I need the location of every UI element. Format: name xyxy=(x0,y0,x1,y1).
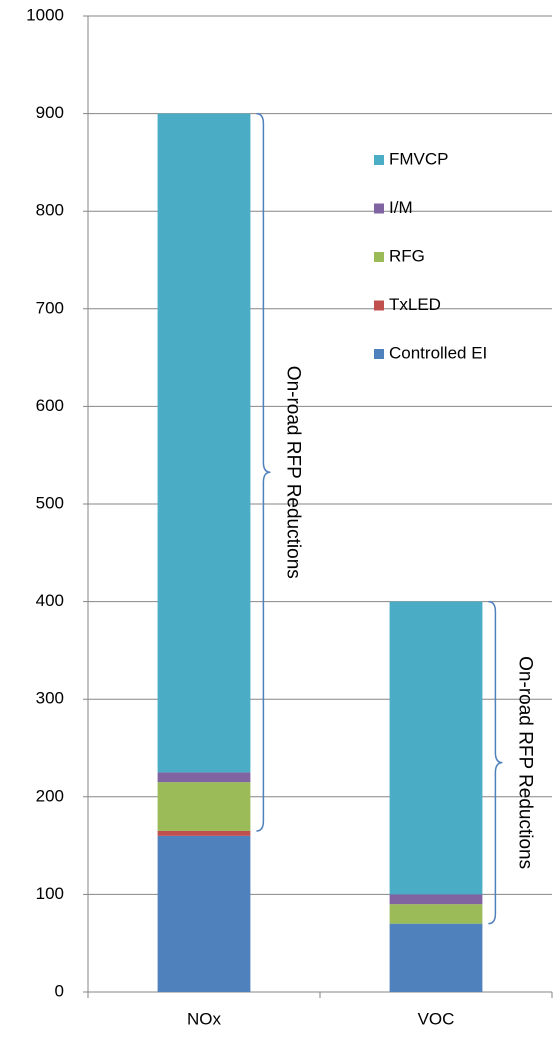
bar-segment xyxy=(157,782,251,831)
y-tick-label: 0 xyxy=(55,981,64,1000)
legend-swatch xyxy=(374,349,384,359)
legend-label: TxLED xyxy=(389,295,441,314)
annotation: On-road RFP Reductions xyxy=(514,656,535,869)
annotation: On-road RFP Reductions xyxy=(282,366,303,579)
bar-segment xyxy=(389,601,483,895)
y-tick-label: 300 xyxy=(36,689,64,708)
y-tick-label: 800 xyxy=(36,201,64,220)
bar-segment xyxy=(389,894,483,905)
legend-swatch xyxy=(374,300,384,311)
y-tick-label: 700 xyxy=(36,298,64,317)
legend-label: Controlled EI xyxy=(389,343,487,362)
y-tick-label: 400 xyxy=(36,591,64,610)
y-tick-label: 200 xyxy=(36,786,64,805)
bar-segment xyxy=(157,830,251,836)
legend-label: RFG xyxy=(389,246,425,265)
bar-segment xyxy=(157,835,251,992)
y-tick-label: 600 xyxy=(36,396,64,415)
bar-segment xyxy=(389,923,483,992)
bar-segment xyxy=(157,772,251,783)
brace xyxy=(256,112,271,832)
legend-label: I/M xyxy=(389,198,413,217)
y-tick-label: 500 xyxy=(36,493,64,512)
y-tick-label: 1000 xyxy=(26,5,64,24)
legend-swatch xyxy=(374,155,384,165)
x-tick-label: NOx xyxy=(187,1009,222,1028)
bar-segment xyxy=(157,113,251,773)
bar-segment xyxy=(389,904,483,924)
legend-swatch xyxy=(374,203,384,214)
x-tick-label: VOC xyxy=(418,1009,455,1028)
legend-swatch xyxy=(374,252,384,262)
legend-label: FMVCP xyxy=(389,149,449,168)
y-tick-label: 900 xyxy=(36,103,64,122)
brace xyxy=(488,600,503,925)
y-tick-label: 100 xyxy=(36,884,64,903)
